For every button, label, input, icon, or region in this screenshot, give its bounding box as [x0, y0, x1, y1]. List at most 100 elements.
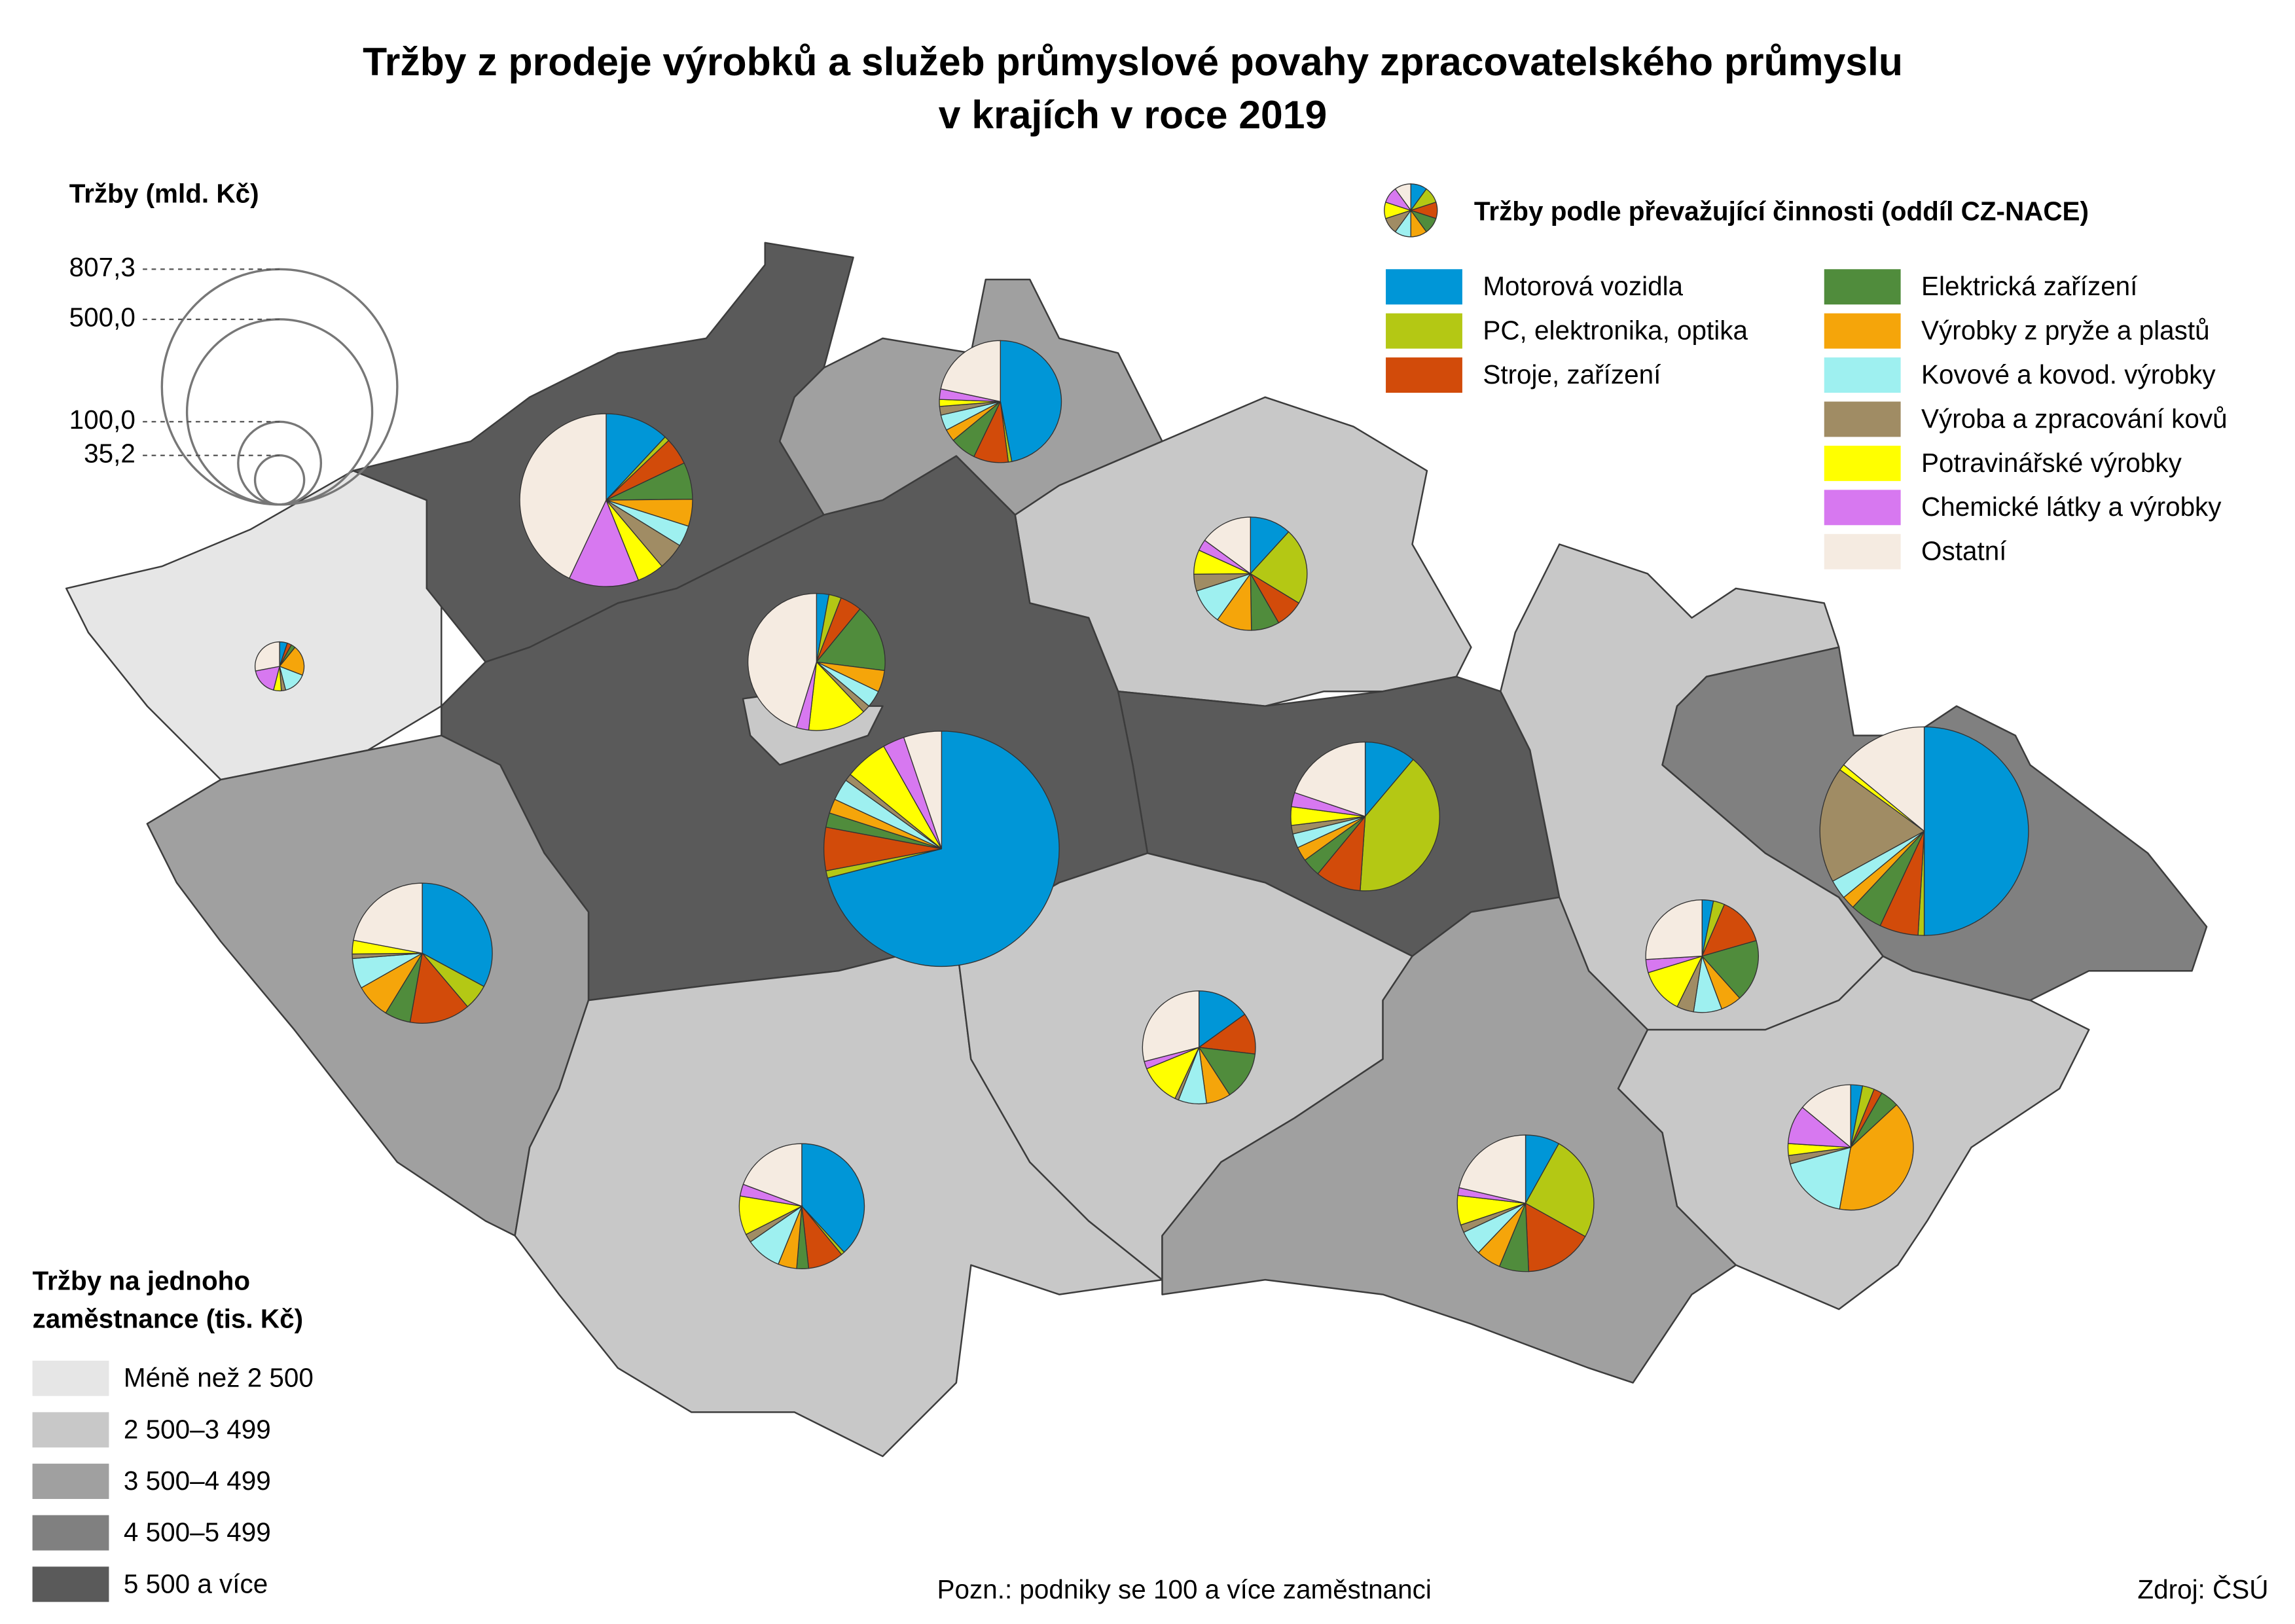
pie-slice [1701, 903, 1757, 957]
icon-slice [1394, 183, 1411, 212]
class-swatch [32, 1515, 109, 1551]
class-label: 2 500–3 499 [124, 1414, 271, 1444]
pie-slice [255, 666, 281, 691]
legend-label: PC, elektronika, optika [1483, 316, 1748, 346]
legend-swatch [1824, 357, 1901, 393]
pie-slice [1923, 726, 2029, 936]
pie-slice [742, 1143, 803, 1207]
pie-slice [940, 340, 1001, 403]
class-label: 5 500 a více [124, 1568, 268, 1598]
pie-slice [1801, 1084, 1851, 1149]
class-label: 4 500–5 499 [124, 1517, 271, 1547]
pie-slice [1364, 741, 1414, 818]
pie-slice [1197, 1013, 1256, 1055]
pie-slice [1701, 940, 1759, 999]
legend-label: Ostatní [1921, 536, 2007, 566]
pie-slice [1790, 1146, 1852, 1210]
pie-slice [747, 592, 818, 729]
pie [352, 882, 493, 1024]
pie [519, 413, 693, 587]
pie-slice [1819, 768, 1925, 882]
legend-label: Potravinářské výrobky [1921, 448, 2182, 478]
pie-slice [605, 413, 666, 501]
pie [1819, 726, 2029, 936]
legend-swatch [1824, 533, 1901, 569]
region [65, 469, 443, 781]
pie-slice [1525, 1202, 1586, 1272]
legend-icon [1384, 183, 1438, 238]
pie [823, 731, 1060, 967]
class-swatch [32, 1412, 109, 1448]
size-circle [237, 420, 323, 506]
pie-slice [1142, 990, 1200, 1062]
pie-slice [1204, 516, 1251, 575]
legend-swatch [1824, 401, 1901, 437]
pie [1456, 1134, 1595, 1272]
legend-swatch [1824, 269, 1901, 305]
size-legend-title: Tržby (mld. Kč) [69, 179, 259, 209]
pie-slice [801, 1143, 865, 1254]
pie [1645, 899, 1759, 1013]
size-label: 500,0 [69, 302, 136, 333]
legend-label: Výroba a zpracování kovů [1921, 403, 2228, 433]
pie-slice [422, 882, 493, 987]
pie-slice [1839, 1104, 1914, 1211]
size-circle [253, 454, 306, 506]
title: Tržby z prodeje výrobků a služeb průmysl… [363, 39, 1903, 84]
pie-slice [1146, 1046, 1201, 1100]
legend-label: Výrobky z pryže a plastů [1921, 316, 2210, 346]
pie [939, 340, 1062, 463]
pie-slice [1250, 516, 1290, 575]
class-label: 3 500–4 499 [124, 1466, 271, 1496]
legend-label: Elektrická zařízení [1921, 271, 2138, 301]
size-legend: 807,3 500,0 100,035,2 [69, 252, 399, 506]
size-label: 35,2 [84, 438, 136, 468]
pie-slice [1198, 990, 1246, 1049]
legend-swatch [1824, 313, 1901, 349]
pie [1290, 741, 1440, 892]
pie-slice [1250, 531, 1308, 604]
pie-slice [903, 731, 943, 849]
class-swatch [32, 1464, 109, 1499]
legend-label: Chemické látky a výrobky [1921, 492, 2222, 522]
pie-slice [278, 647, 305, 676]
pie-slice [816, 608, 886, 672]
pie-slice [409, 952, 469, 1024]
pie-slice [1458, 1134, 1527, 1204]
pie-slice [1000, 340, 1062, 462]
pie-slice [1645, 899, 1703, 960]
title: v krajích v roce 2019 [939, 92, 1328, 137]
pie-slice [1843, 726, 1925, 833]
pie-slice [1525, 1143, 1595, 1237]
pie [1142, 990, 1256, 1104]
legend-swatch [1386, 269, 1462, 305]
category-legend-title: Tržby podle převažující činnosti (oddíl … [1474, 196, 2089, 226]
legend-label: Kovové a kovod. výrobky [1921, 359, 2216, 389]
legend-swatch [1824, 490, 1901, 526]
legend-swatch [1386, 357, 1462, 393]
pies [255, 340, 2029, 1272]
pie [255, 641, 305, 692]
pie [1193, 516, 1308, 631]
size-label: 807,3 [69, 252, 136, 282]
pie-slice [353, 882, 423, 954]
pie-slice [255, 641, 280, 672]
pie-slice [827, 731, 1060, 967]
note: Pozn.: podniky se 100 a více zaměstnanci [937, 1574, 1432, 1604]
class-label: Méně než 2 500 [124, 1363, 314, 1393]
source: Zdroj: ČSÚ [2137, 1574, 2268, 1604]
pie-slice [568, 499, 640, 587]
legend-swatch [1824, 445, 1901, 481]
pie [747, 592, 886, 731]
pie-slice [519, 413, 607, 579]
legend-swatch [1386, 313, 1462, 349]
class-legend-title: Tržby na jednoho [33, 1265, 251, 1295]
class-swatch [32, 1360, 109, 1396]
size-label: 100,0 [69, 405, 136, 435]
legend-label: Stroje, zařízení [1483, 359, 1661, 389]
legend-label: Motorová vozidla [1483, 271, 1683, 301]
class-legend-title: zaměstnance (tis. Kč) [33, 1304, 304, 1334]
class-swatch [32, 1566, 109, 1602]
pie-slice [1198, 1047, 1256, 1096]
